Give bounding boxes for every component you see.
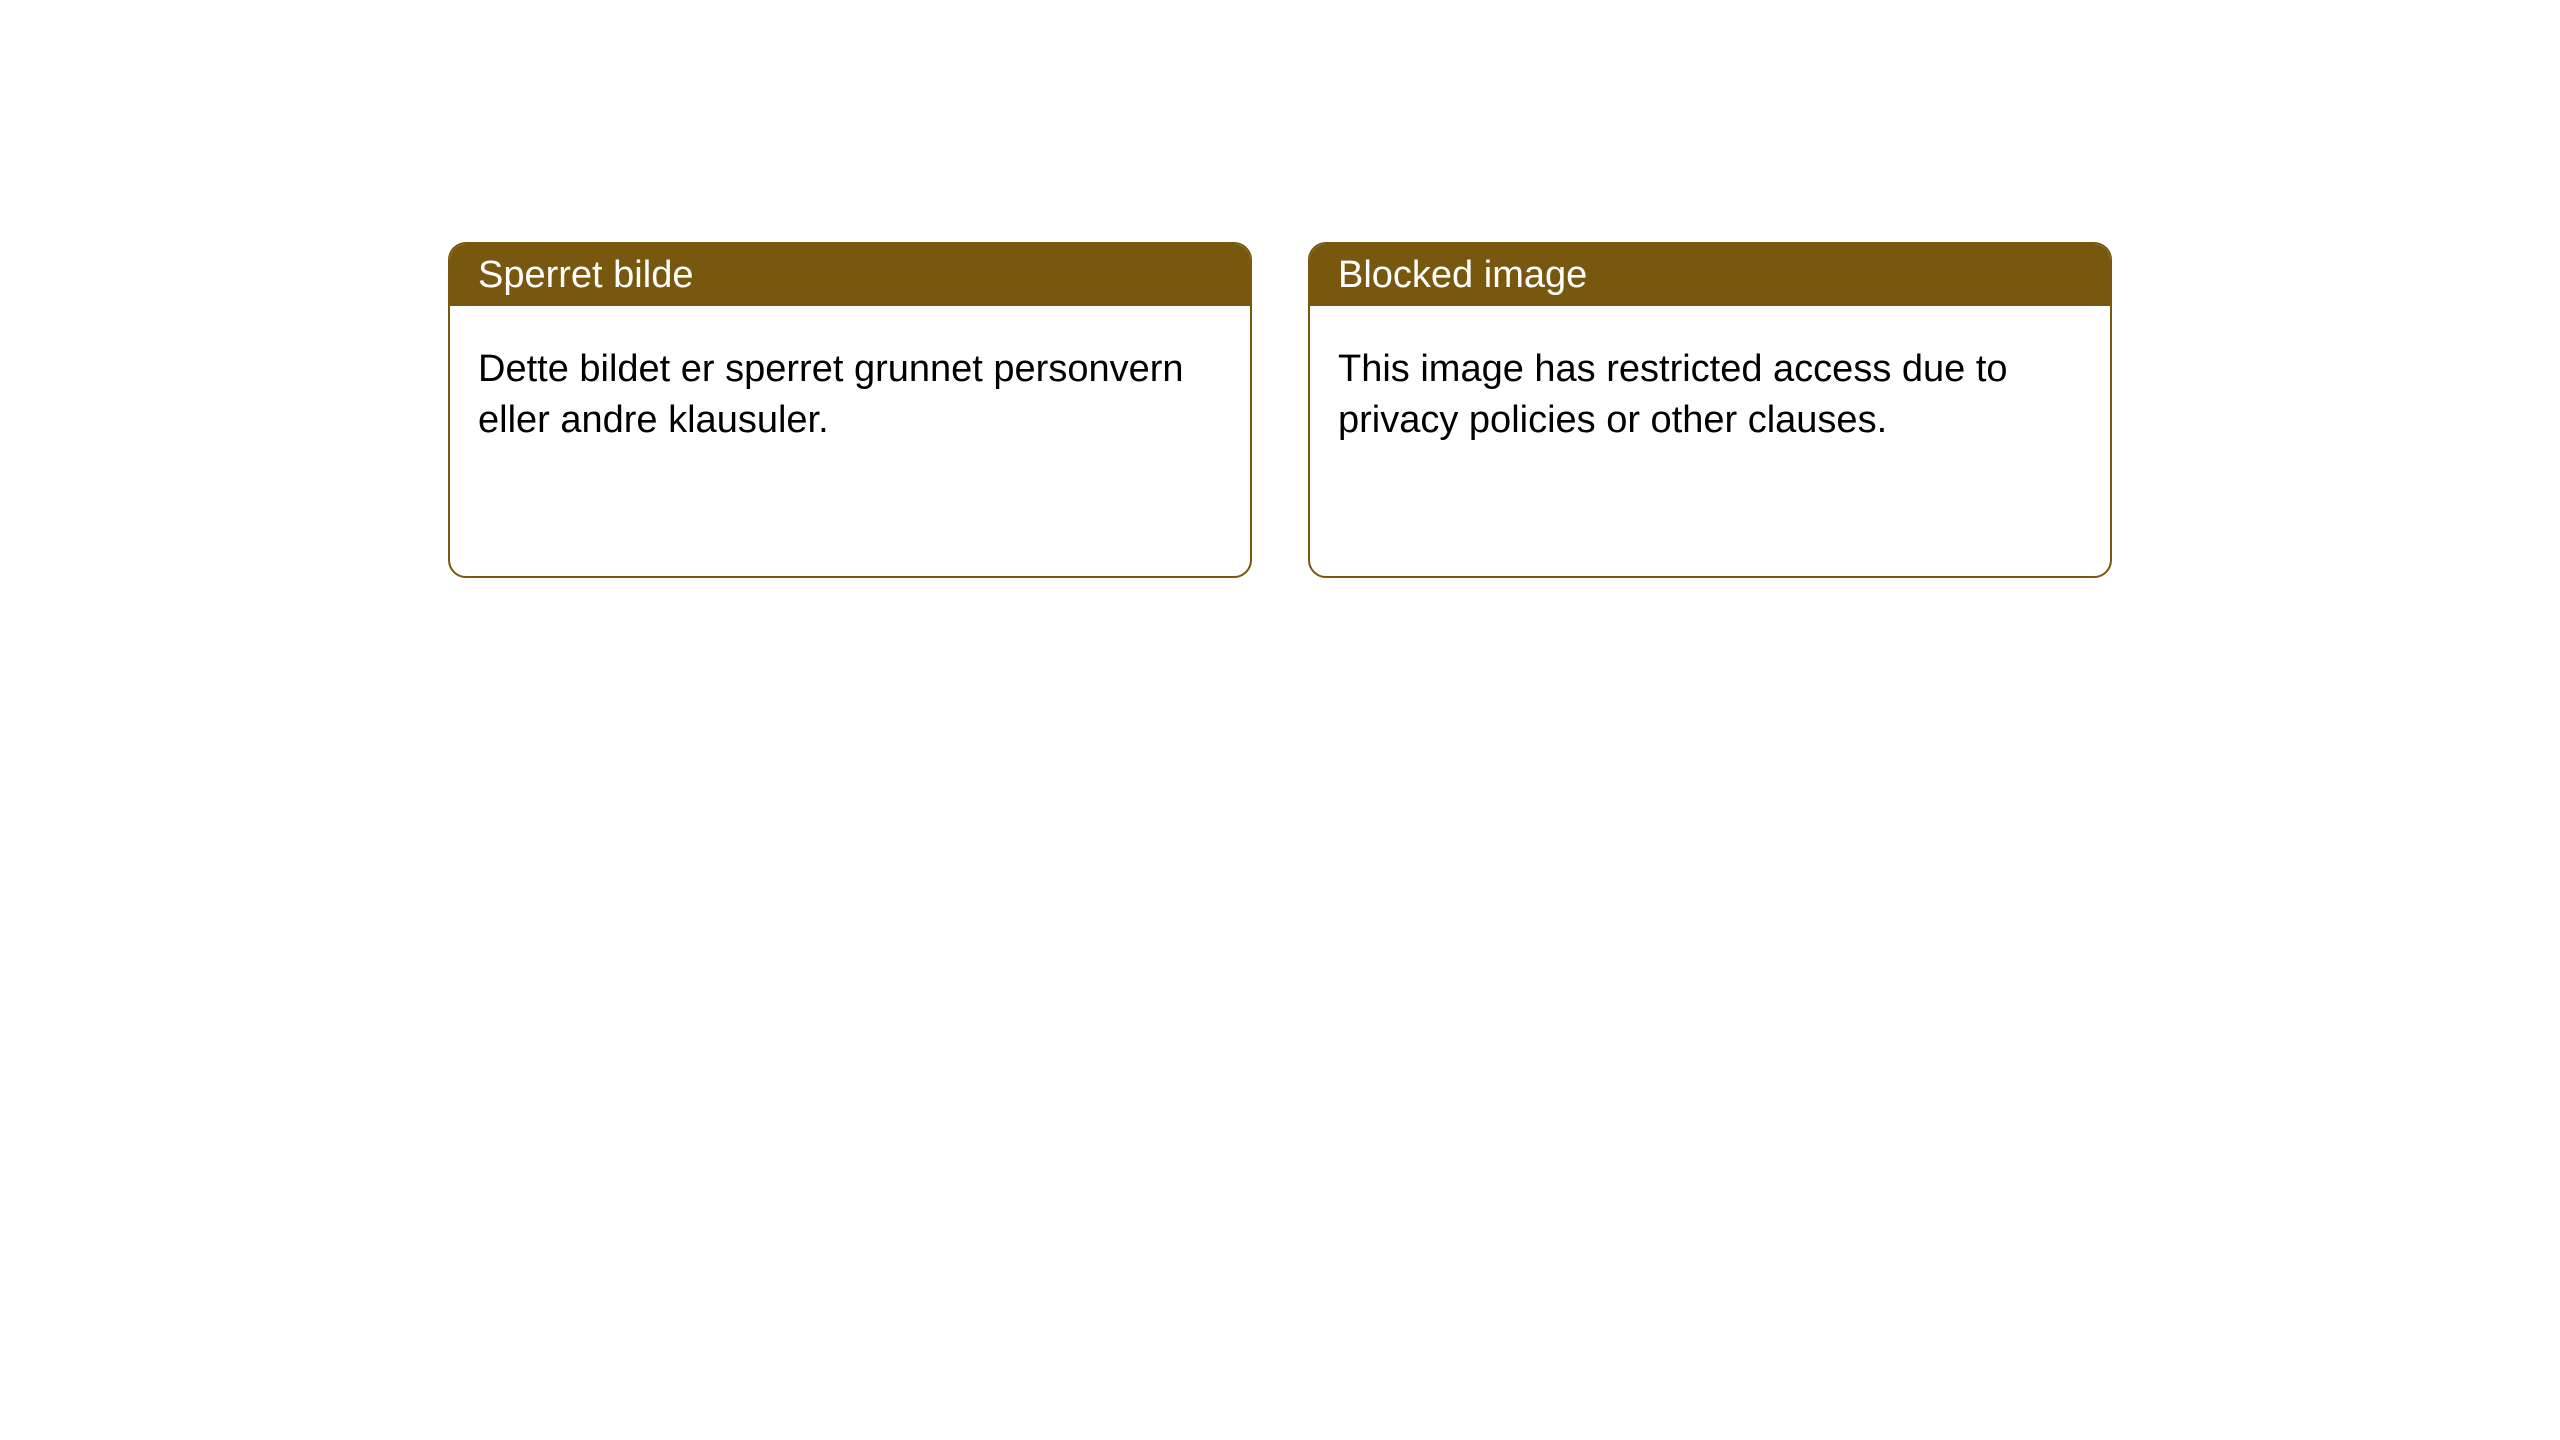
card-header-no: Sperret bilde [450,244,1250,306]
blocked-image-card-no: Sperret bilde Dette bildet er sperret gr… [448,242,1252,578]
card-body-text-no: Dette bildet er sperret grunnet personve… [478,348,1184,441]
blocked-image-card-en: Blocked image This image has restricted … [1308,242,2112,578]
card-body-text-en: This image has restricted access due to … [1338,348,2008,441]
card-body-en: This image has restricted access due to … [1310,306,2110,485]
notice-cards-container: Sperret bilde Dette bildet er sperret gr… [0,0,2560,578]
card-body-no: Dette bildet er sperret grunnet personve… [450,306,1250,485]
card-title-no: Sperret bilde [478,254,693,297]
card-title-en: Blocked image [1338,254,1587,297]
card-header-en: Blocked image [1310,244,2110,306]
